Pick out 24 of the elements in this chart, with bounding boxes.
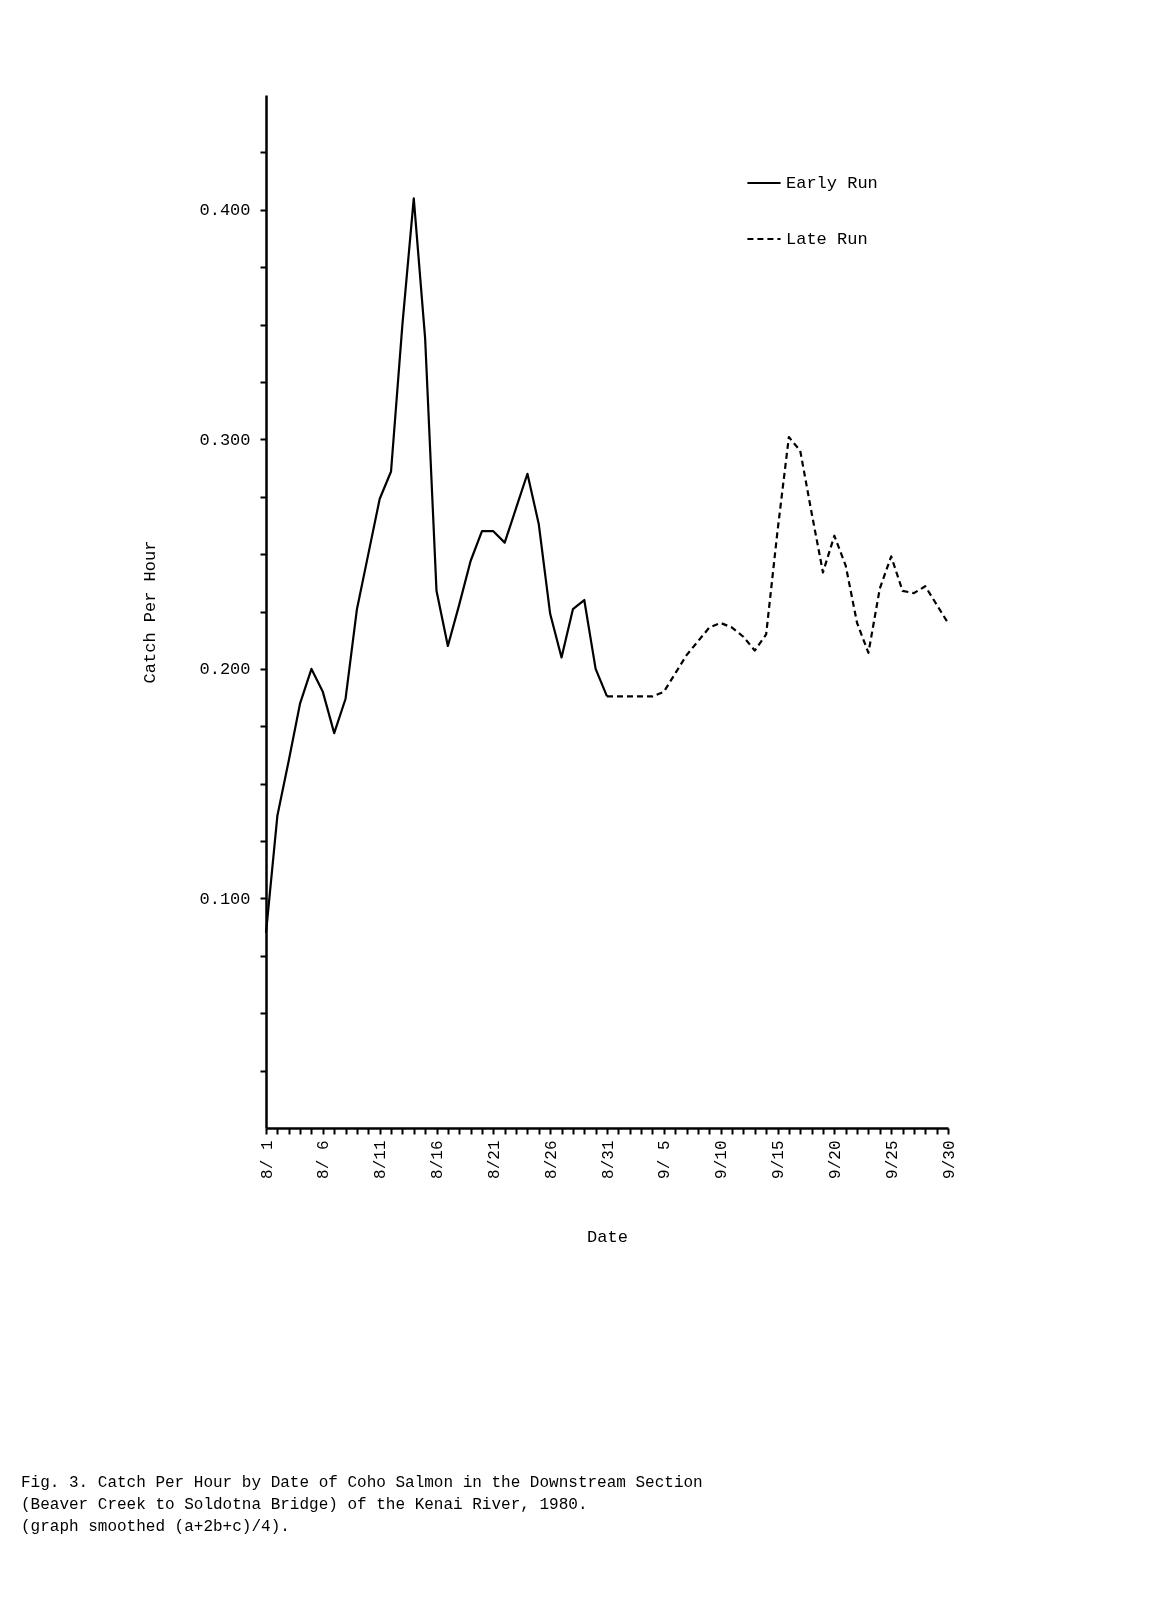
y-tick-label: 0.100: [199, 889, 251, 909]
x-tick-label: 8/26: [542, 1140, 561, 1179]
x-tick-label: 8/21: [485, 1140, 504, 1179]
y-tick-label: 0.300: [199, 430, 251, 450]
x-tick-label: 8/11: [372, 1140, 391, 1179]
caption: Fig. 3. Catch Per Hour by Date of Coho Salmon in the Downstream Section: [20, 1474, 703, 1493]
text: (Beaver Creek to Soldotna Bridge) of the Kenai River, 1980.: [20, 1496, 588, 1515]
x-tick-label: 8/16: [429, 1140, 447, 1179]
x-tick-label: 9/ 5: [656, 1140, 675, 1179]
text: (graph smoothed (a+2b+c)/4).: [20, 1518, 290, 1537]
legend-label: Early Run: [786, 174, 878, 193]
legend-label: Late Run: [786, 230, 868, 249]
x-tick-label: 8/ 1: [258, 1140, 277, 1179]
x-tick-label: 9/10: [713, 1140, 732, 1179]
x-axis-title: Date: [587, 1227, 628, 1247]
x-tick-label: 9/30: [940, 1140, 959, 1179]
y-tick-label: 0.400: [199, 201, 251, 221]
x-tick-label: 9/25: [883, 1140, 902, 1179]
y-tick-label: 0.200: [199, 660, 251, 680]
x-tick-label: 9/15: [770, 1140, 788, 1179]
x-tick-label: 8/31: [599, 1140, 618, 1179]
y-axis-title: Catch Per Hour: [141, 540, 161, 684]
x-tick-label: 9/20: [826, 1140, 845, 1179]
x-tick-label: 8/ 6: [315, 1140, 334, 1179]
